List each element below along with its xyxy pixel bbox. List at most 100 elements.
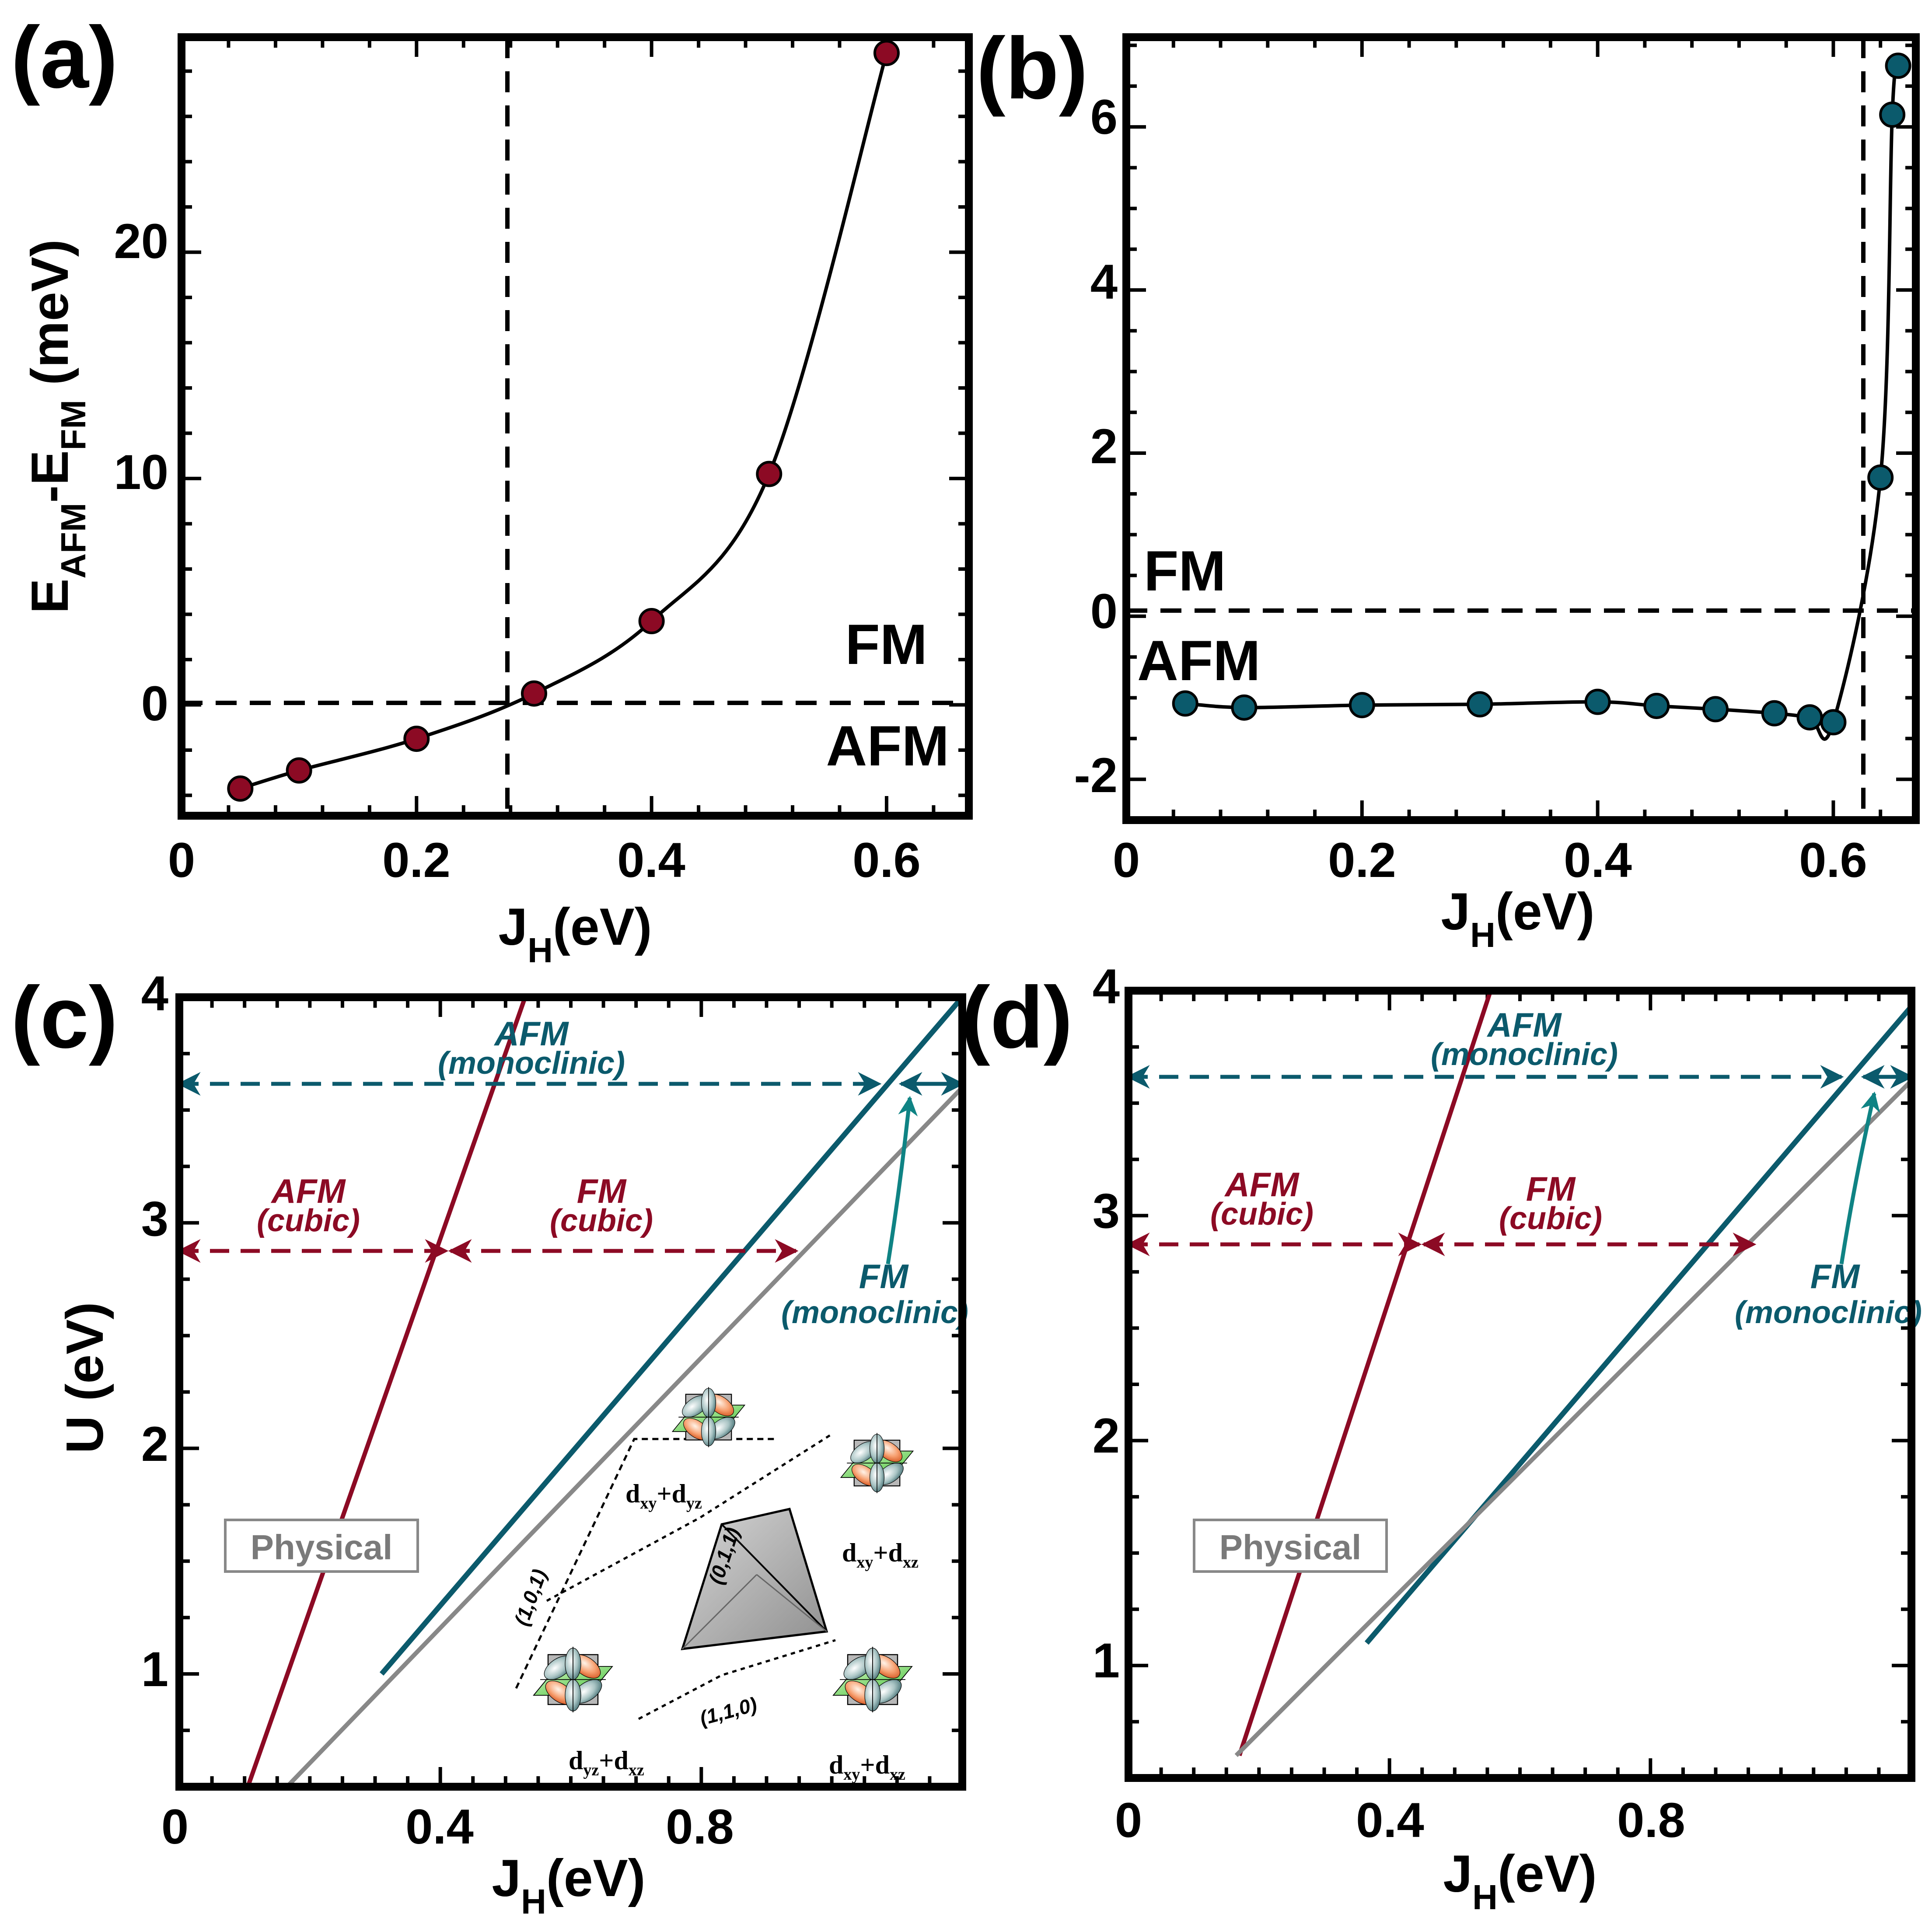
panel-c-xtick: 0.4 bbox=[405, 1799, 474, 1854]
data-point bbox=[1172, 690, 1198, 717]
panel-b-chart: 0 0.2 0.4 0.6 -2 0 2 4 6 JH(eV) FM AFM bbox=[1074, 33, 1920, 954]
data-point bbox=[1885, 52, 1911, 79]
panel-d-afm-cubic-label: AFM bbox=[1224, 1165, 1300, 1204]
panel-label-b: (b) bbox=[976, 20, 1088, 117]
panel-d-physical-box bbox=[1193, 1519, 1388, 1573]
panel-c-physical-box bbox=[224, 1519, 419, 1573]
panel-d-ytick: 4 bbox=[1093, 959, 1120, 1014]
panel-d-ytick: 1 bbox=[1093, 1633, 1120, 1688]
tetrahedron-icon bbox=[681, 1508, 828, 1650]
panel-b-afm-label: AFM bbox=[1137, 629, 1261, 692]
panel-d-ytick: 3 bbox=[1093, 1184, 1120, 1238]
panel-a-afm-label: AFM bbox=[826, 714, 949, 778]
panel-c-ytick: 4 bbox=[141, 966, 168, 1021]
panel-c-chart: AFM (monoclinic) AFM (cubic) FM (cubic) … bbox=[56, 966, 968, 1921]
orbital-label: dxy+dyz bbox=[625, 1479, 702, 1512]
panel-a-ylabel: EAFM-EFM (meV) bbox=[21, 239, 93, 614]
data-point bbox=[1467, 691, 1493, 718]
data-point bbox=[1231, 694, 1258, 721]
panel-c-frame bbox=[175, 993, 966, 1791]
panel-c-line-afm-fm-cubic bbox=[245, 996, 528, 1788]
panel-b-curve bbox=[1185, 65, 1900, 741]
panel-d-fm-mono-label: FM bbox=[1810, 1257, 1861, 1296]
panel-c-fm-mono-pointer bbox=[886, 1096, 918, 1264]
panel-c-ytick: 1 bbox=[141, 1642, 168, 1697]
panel-d-ticks bbox=[1127, 989, 1913, 1780]
panel-c-afm-mono-sub: (monoclinic) bbox=[438, 1046, 625, 1081]
panel-d-xtick: 0 bbox=[1115, 1793, 1142, 1848]
panel-d-afm-mono-sub: (monoclinic) bbox=[1431, 1037, 1618, 1072]
panel-c-ytick: 3 bbox=[141, 1191, 168, 1246]
orbital-label: dyz+dxz bbox=[569, 1746, 644, 1779]
panel-d-chart: AFM (monoclinic) AFM (cubic) FM (cubic) … bbox=[1093, 959, 1922, 1917]
data-point bbox=[403, 726, 430, 752]
data-point bbox=[1643, 692, 1670, 719]
panel-c-ylabel: U (eV) bbox=[56, 1302, 114, 1454]
panel-b-xtick: 0.4 bbox=[1564, 833, 1632, 887]
panel-label-c: (c) bbox=[11, 969, 118, 1066]
panel-c-afm-cubic-sub: (cubic) bbox=[257, 1203, 360, 1238]
panel-a-ytick: 0 bbox=[141, 676, 168, 731]
panel-b-frame bbox=[1122, 33, 1920, 824]
panel-a-xtick: 0 bbox=[168, 833, 195, 887]
panel-d-physical-label: Physical bbox=[1219, 1528, 1362, 1567]
orbital-icon-xy-xz-bottom bbox=[832, 1646, 913, 1713]
panel-c-xtick: 0 bbox=[161, 1799, 189, 1854]
panel-a-ytick: 10 bbox=[114, 445, 168, 499]
panel-b-xtick: 0 bbox=[1113, 833, 1140, 887]
data-point bbox=[1349, 692, 1375, 719]
panel-a-xtick: 0.4 bbox=[617, 833, 685, 887]
panel-a-xlabel: JH(eV) bbox=[498, 898, 652, 970]
data-point bbox=[873, 40, 900, 66]
panel-d-ytick: 2 bbox=[1093, 1408, 1120, 1463]
tetrahedron-edge bbox=[721, 1523, 828, 1632]
panel-d-fm-cubic-label: FM bbox=[1526, 1170, 1576, 1208]
panel-label-a: (a) bbox=[11, 9, 118, 106]
panel-d-fm-mono-sub: (monoclinic) bbox=[1735, 1295, 1922, 1330]
panel-a-ytick: 20 bbox=[114, 214, 168, 269]
miller-index-label: (1,0,1) bbox=[510, 1566, 551, 1629]
panel-d-afm-mono-label: AFM bbox=[1487, 1006, 1562, 1044]
panel-c-fm-mono-sub: (monoclinic) bbox=[781, 1295, 968, 1330]
panel-b-xtick: 0.2 bbox=[1328, 833, 1396, 887]
orbital-icon-xy-yz bbox=[672, 1387, 745, 1448]
panel-b-ytick: 6 bbox=[1090, 90, 1118, 144]
data-point bbox=[1867, 464, 1894, 491]
panel-a-chart: 0 0.2 0.4 0.6 0 10 20 JH(eV) EAFM-EFM (m… bbox=[21, 33, 973, 970]
data-point bbox=[521, 680, 547, 707]
panel-c-xlabel: JH(eV) bbox=[492, 1849, 645, 1921]
panel-c-xtick: 0.8 bbox=[666, 1799, 734, 1854]
data-point bbox=[756, 461, 783, 487]
panel-d-line-physical bbox=[1234, 1079, 1913, 1757]
panel-d-frame bbox=[1125, 987, 1915, 1782]
panel-a-ticks bbox=[180, 37, 969, 816]
panel-b-points bbox=[1172, 52, 1911, 736]
panel-c-fm-cubic-sub: (cubic) bbox=[550, 1203, 653, 1238]
panel-d-xtick: 0.8 bbox=[1617, 1793, 1685, 1848]
panel-b-ytick: 4 bbox=[1090, 255, 1118, 309]
miller-index-label: (1,1,0) bbox=[697, 1693, 759, 1730]
panel-b-xtick: 0.6 bbox=[1799, 833, 1867, 887]
panel-a-xtick: 0.2 bbox=[382, 833, 451, 887]
data-point bbox=[1820, 709, 1847, 736]
panel-b-ytick: -2 bbox=[1074, 748, 1118, 803]
panel-c-line-monoclinic bbox=[379, 995, 964, 1676]
panel-a-fm-label: FM bbox=[845, 612, 927, 676]
panel-b-fm-label: FM bbox=[1144, 539, 1226, 603]
panel-c-fm-cubic-label: FM bbox=[577, 1172, 627, 1210]
panel-c-fm-mono-label: FM bbox=[859, 1257, 909, 1296]
panel-d-line-afm-fm-cubic bbox=[1237, 990, 1493, 1757]
data-point bbox=[1761, 700, 1788, 726]
tetrahedron-edge bbox=[756, 1574, 827, 1632]
panel-a-frame bbox=[178, 33, 973, 820]
data-point bbox=[227, 775, 254, 802]
orbital-label: dxy+dxz bbox=[829, 1750, 905, 1784]
panel-b-ytick: 2 bbox=[1090, 419, 1118, 474]
panel-d-fm-mono-pointer bbox=[1839, 1091, 1880, 1264]
panel-a-xtick: 0.6 bbox=[852, 833, 921, 887]
panel-b-ytick: 0 bbox=[1090, 584, 1118, 639]
data-point bbox=[1702, 696, 1729, 723]
data-point bbox=[638, 608, 665, 634]
data-point bbox=[1584, 688, 1611, 715]
